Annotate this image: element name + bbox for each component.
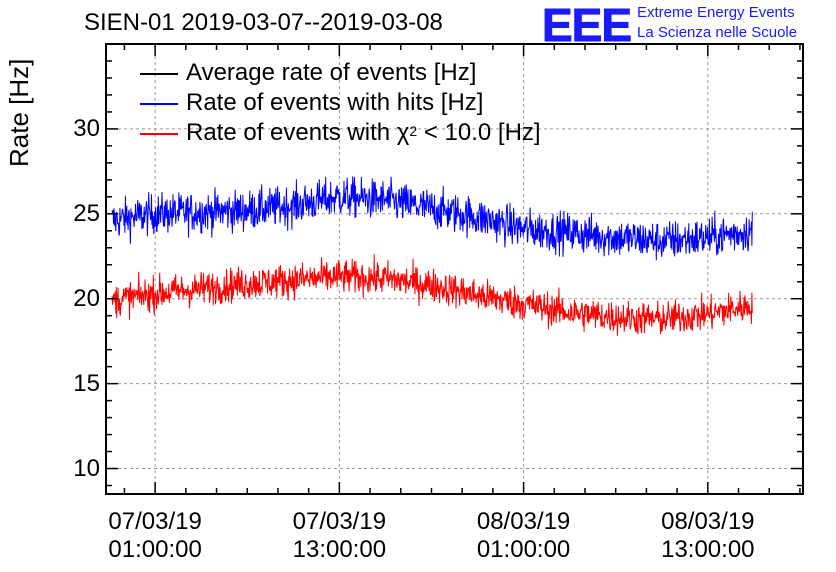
eee-logo: EEE	[541, 0, 632, 51]
x-tick-label-0: 07/03/19 01:00:00	[85, 508, 225, 564]
logo-line-2: La Scienza nelle Scuole	[637, 24, 798, 41]
x-tick-date: 07/03/19	[108, 508, 202, 535]
series-line-0	[111, 176, 753, 261]
y-tick-label-30: 30	[73, 114, 100, 142]
y-tick-label-25: 25	[73, 199, 100, 227]
legend-swatch-chi2	[140, 133, 178, 135]
legend-swatch-average	[140, 73, 178, 75]
legend-chi2-prefix: Rate of events with χ	[186, 119, 410, 146]
x-tick-date: 08/03/19	[661, 508, 755, 535]
x-tick-label-1: 07/03/19 13:00:00	[269, 508, 409, 564]
series-layer	[111, 176, 753, 336]
legend-label-chi2: Rate of events with χ2 < 10.0 [Hz]	[186, 118, 541, 150]
x-tick-time: 01:00:00	[476, 536, 571, 563]
series-line-1	[111, 254, 753, 336]
y-tick-label-20: 20	[73, 284, 100, 312]
y-axis-label: Rate [Hz]	[4, 58, 34, 167]
y-tick-label-15: 15	[73, 369, 100, 397]
x-tick-time: 01:00:00	[108, 536, 202, 563]
x-tick-time: 13:00:00	[292, 536, 387, 563]
legend-swatch-hits	[140, 103, 178, 105]
x-tick-label-3: 08/03/19 13:00:00	[638, 508, 778, 564]
legend-label-average: Average rate of events [Hz]	[186, 59, 477, 86]
legend-chi2-suffix: < 10.0 [Hz]	[417, 119, 541, 146]
y-tick-label-10: 10	[73, 454, 100, 482]
chart-title: SIEN-01 2019-03-07--2019-03-08	[84, 9, 443, 36]
x-tick-date: 08/03/19	[476, 508, 571, 535]
x-tick-date: 07/03/19	[292, 508, 387, 535]
axis-ticks	[106, 44, 803, 494]
x-tick-label-2: 08/03/19 01:00:00	[454, 508, 594, 564]
x-tick-time: 13:00:00	[661, 536, 755, 563]
legend-label-hits: Rate of events with hits [Hz]	[186, 89, 484, 116]
plot-frame	[105, 43, 804, 495]
legend-chi2-sup: 2	[409, 123, 418, 139]
logo-line-1: Extreme Energy Events	[637, 4, 795, 21]
